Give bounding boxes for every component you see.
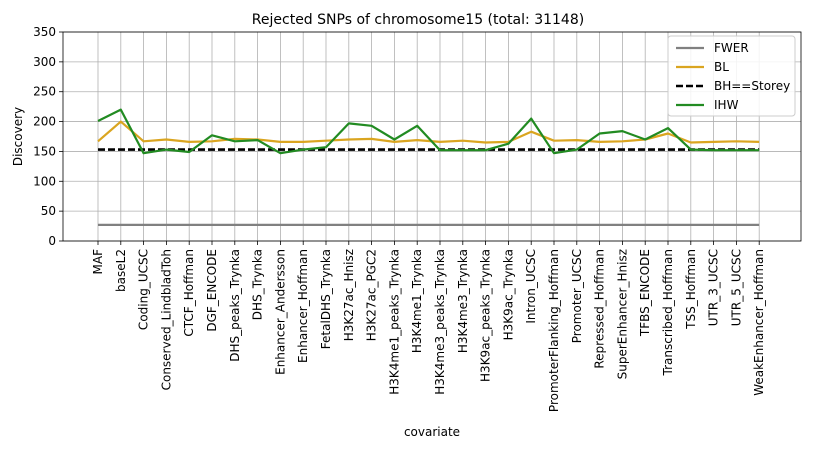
x-tick-label: H3K4me1_peaks_Trynka: [387, 249, 401, 395]
legend-label: BL: [714, 60, 729, 74]
x-tick-label: DHS_Trynka: [251, 249, 265, 320]
x-tick-label: SuperEnhancer_Hnisz: [615, 249, 629, 379]
x-tick-label: CTCF_Hoffman: [182, 249, 196, 337]
x-tick-label: H3K4me1_Trynka: [410, 249, 424, 353]
x-tick-label: Conserved_LindbladToh: [159, 249, 173, 390]
x-tick-label: H3K27ac_Hnisz: [342, 249, 356, 341]
x-tick-label: baseL2: [114, 249, 128, 292]
x-tick-label: MAF: [91, 249, 105, 275]
x-tick-label: H3K9ac_peaks_Trynka: [479, 249, 493, 382]
y-tick-label: 300: [33, 55, 56, 69]
x-tick-label: Enhancer_Hoffman: [296, 249, 310, 363]
x-tick-label: DGF_ENCODE: [205, 249, 219, 332]
plot-frame: [62, 31, 802, 242]
series-line-ihw: [97, 108, 760, 155]
x-tick-label: H3K27ac_PGC2: [365, 249, 379, 341]
x-tick-label: FetalDHS_Trynka: [319, 249, 333, 349]
legend-label: BH==Storey: [714, 79, 790, 93]
y-tick-label: 0: [48, 234, 56, 248]
x-tick-label: Intron_UCSC: [524, 249, 538, 324]
x-tick-label: TSS_Hoffman: [684, 249, 698, 330]
y-tick-label: 250: [33, 85, 56, 99]
y-axis: 0 50 100 150 200 250 300 350: [33, 25, 63, 248]
y-tick-label: 100: [33, 174, 56, 188]
x-tick-label: WeakEnhancer_Hoffman: [752, 249, 766, 396]
x-tick-label: UTR_3_UCSC: [707, 249, 721, 326]
x-tick-label: H3K4me3_peaks_Trynka: [433, 249, 447, 395]
x-tick-label: Enhancer_Andersson: [273, 249, 287, 375]
x-tick-label: DHS_peaks_Trynka: [228, 249, 242, 362]
x-tick-label: H3K9ac_Trynka: [501, 249, 515, 340]
x-tick-label: Promoter_UCSC: [570, 249, 584, 343]
y-tick-label: 200: [33, 115, 56, 129]
x-tick-label: UTR_5_UCSC: [729, 249, 743, 326]
x-tick-label: Coding_UCSC: [137, 249, 151, 330]
chart-title: Rejected SNPs of chromosome15 (total: 31…: [252, 12, 584, 28]
legend-label: IHW: [714, 98, 739, 112]
x-tick-label: H3K4me3_Trynka: [456, 249, 470, 353]
legend-label: FWER: [714, 41, 749, 55]
x-axis-label: covariate: [404, 425, 460, 439]
y-tick-label: 350: [33, 25, 56, 39]
series-lines: [97, 108, 760, 226]
y-tick-label: 150: [33, 144, 56, 158]
y-tick-label: 50: [41, 204, 56, 218]
x-axis: MAF baseL2 Coding_UCSC Conserved_LindbladTo…: [91, 241, 766, 412]
legend-box: [667, 35, 796, 117]
x-tick-label: Transcribed_Hoffman: [661, 249, 675, 376]
x-tick-label: Repressed_Hoffman: [593, 249, 607, 369]
x-tick-label: PromoterFlanking_Hoffman: [547, 249, 561, 412]
y-axis-label: Discovery: [11, 107, 25, 166]
x-tick-label: TFBS_ENCODE: [638, 249, 652, 337]
legend: FWER BL BH==Storey IHW: [667, 35, 796, 117]
